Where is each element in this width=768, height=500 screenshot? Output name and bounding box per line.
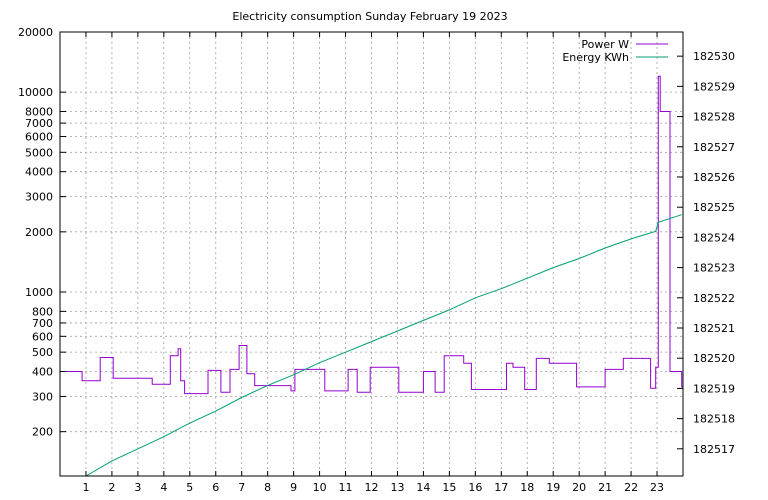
- y-tick-label: 300: [32, 390, 53, 403]
- y-tick-label: 7000: [25, 117, 53, 130]
- chart-title: Electricity consumption Sunday February …: [232, 10, 507, 23]
- y2-tick-label: 182518: [693, 413, 735, 426]
- x-tick-label: 3: [134, 481, 141, 494]
- y2-tick-label: 182528: [693, 111, 735, 124]
- y-tick-label: 10000: [18, 86, 53, 99]
- x-tick-label: 12: [365, 481, 379, 494]
- y-tick-label: 600: [32, 330, 53, 343]
- x-tick-label: 10: [313, 481, 327, 494]
- y-tick-label: 5000: [25, 146, 53, 159]
- legend-label: Energy KWh: [562, 51, 629, 64]
- x-tick-label: 17: [494, 481, 508, 494]
- y2-tick-label: 182520: [693, 352, 735, 365]
- y2-tick-label: 182521: [693, 322, 735, 335]
- y-tick-label: 2000: [25, 226, 53, 239]
- y-tick-label: 200: [32, 426, 53, 439]
- y2-tick-label: 182523: [693, 262, 735, 275]
- x-tick-label: 7: [238, 481, 245, 494]
- y2-tick-label: 182517: [693, 443, 735, 456]
- grid-lines: [60, 31, 683, 476]
- x-tick-label: 14: [416, 481, 430, 494]
- y-tick-label: 6000: [25, 130, 53, 143]
- legend-label: Power W: [581, 38, 629, 51]
- x-tick-label: 1: [82, 481, 89, 494]
- y-tick-label: 4000: [25, 166, 53, 179]
- x-tick-label: 21: [598, 481, 612, 494]
- energy-series-line: [85, 214, 682, 477]
- x-tick-label: 6: [212, 481, 219, 494]
- x-tick-label: 8: [264, 481, 271, 494]
- y2-tick-label: 182522: [693, 292, 735, 305]
- x-tick-label: 4: [160, 481, 167, 494]
- x-tick-label: 11: [339, 481, 353, 494]
- x-tick-label: 5: [186, 481, 193, 494]
- y-tick-label: 3000: [25, 191, 53, 204]
- y-tick-label: 800: [32, 305, 53, 318]
- y-tick-label: 8000: [25, 106, 53, 119]
- y2-tick-label: 182525: [693, 201, 735, 214]
- tick-marks: 1 2 3 4 5 6 7 8 9 10 11 12 13 14 15 16 17 18 19 20 21 22 23200…: [18, 26, 735, 494]
- y-tick-label: 700: [32, 317, 53, 330]
- y-tick-label: 400: [32, 366, 53, 379]
- x-tick-label: 18: [520, 481, 534, 494]
- x-tick-label: 9: [290, 481, 297, 494]
- y-tick-label: 1000: [25, 286, 53, 299]
- x-tick-label: 15: [442, 481, 456, 494]
- power-series-line: [60, 75, 683, 395]
- y-tick-label: 20000: [18, 26, 53, 39]
- y2-tick-label: 182527: [693, 141, 735, 154]
- y2-tick-label: 182526: [693, 171, 735, 184]
- series-layer: [60, 75, 683, 477]
- y-tick-label: 500: [32, 346, 53, 359]
- x-tick-label: 19: [546, 481, 560, 494]
- y2-tick-label: 182524: [693, 231, 735, 244]
- y2-tick-label: 182519: [693, 382, 735, 395]
- x-tick-label: 20: [572, 481, 586, 494]
- y2-tick-label: 182530: [693, 50, 735, 63]
- x-tick-label: 16: [468, 481, 482, 494]
- y2-tick-label: 182529: [693, 80, 735, 93]
- x-tick-label: 13: [390, 481, 404, 494]
- x-tick-label: 23: [650, 481, 664, 494]
- x-tick-label: 2: [108, 481, 115, 494]
- x-tick-label: 22: [624, 481, 638, 494]
